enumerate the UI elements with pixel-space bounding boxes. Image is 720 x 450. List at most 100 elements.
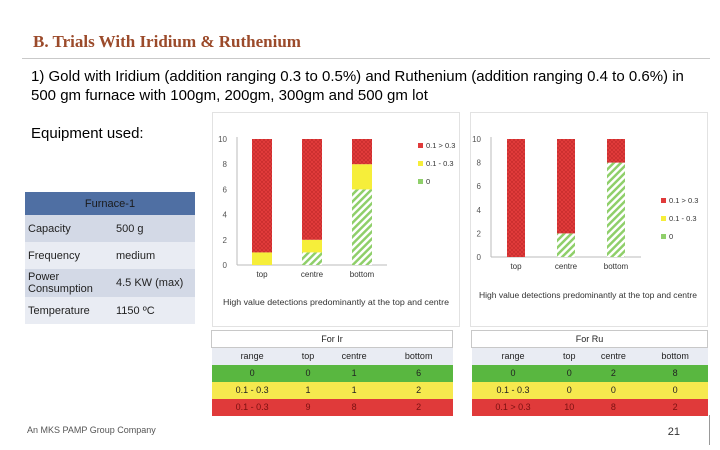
bar-segment — [607, 139, 625, 163]
furnace-key: Power Consumption — [25, 269, 113, 297]
table-row: 0.1 - 0.3 9 8 2 — [211, 398, 453, 416]
table-cell: 0 — [554, 364, 584, 382]
table-cell: 0 — [642, 381, 708, 399]
table-cell: 2 — [384, 398, 453, 416]
y-tick-label: 4 — [477, 206, 482, 215]
furnace-title: Furnace-1 — [25, 192, 195, 215]
bar-segment — [352, 139, 372, 165]
legend-swatch — [418, 179, 423, 184]
furnace-row: Frequency medium — [25, 242, 195, 269]
x-tick-label: bottom — [604, 262, 629, 271]
table-cell: 0.1 - 0.3 — [211, 381, 293, 399]
column-header: top — [292, 347, 324, 365]
column-header: range — [471, 347, 555, 365]
table-caption: For Ru — [471, 330, 708, 348]
legend-swatch — [418, 143, 423, 148]
chart-caption: High value detections predominantly at t… — [479, 291, 698, 300]
y-tick-label: 10 — [218, 135, 227, 144]
table-header-row: range top centre bottom — [471, 347, 708, 365]
furnace-row: Power Consumption 4.5 KW (max) — [25, 269, 195, 297]
furnace-row: Temperature 1150 ºC — [25, 297, 195, 324]
table-cell: 2 — [642, 398, 708, 416]
furnace-value: 1150 ºC — [113, 297, 195, 324]
legend-label: 0 — [426, 177, 430, 186]
furnace-value: 500 g — [113, 215, 195, 242]
column-header: top — [554, 347, 584, 365]
table-cell: 8 — [583, 398, 643, 416]
legend-swatch — [418, 161, 423, 166]
x-tick-label: top — [510, 262, 522, 271]
column-header: range — [211, 347, 293, 365]
bar-segment — [607, 162, 625, 257]
y-tick-label: 10 — [472, 135, 481, 144]
table-cell: 0.1 > 0.3 — [471, 398, 555, 416]
legend-label: 0.1 - 0.3 — [669, 214, 697, 223]
y-tick-label: 0 — [223, 261, 228, 270]
table-cell: 0 — [471, 364, 555, 382]
y-tick-label: 8 — [223, 160, 228, 169]
table-cell: 1 — [292, 381, 324, 399]
furnace-value: 4.5 KW (max) — [113, 269, 195, 297]
footer-company: An MKS PAMP Group Company — [27, 425, 156, 435]
y-tick-label: 6 — [223, 185, 228, 194]
detection-tables: For Ir range top centre bottom 0 0 1 6 0.1 - 0.3 1… — [211, 330, 708, 416]
table-cell: 0 — [583, 381, 643, 399]
table-cell: 0 — [554, 381, 584, 399]
furnace-key: Frequency — [25, 242, 113, 269]
legend-label: 0.1 > 0.3 — [426, 141, 455, 150]
table-cell: 8 — [642, 364, 708, 382]
ir-table: For Ir range top centre bottom 0 0 1 6 0.1 - 0.3 1… — [211, 330, 453, 416]
table-cell: 10 — [554, 398, 584, 416]
bar-segment — [557, 139, 575, 234]
bar-segment — [557, 233, 575, 257]
ru-chart: 0 2 4 6 8 10 top centre bottom 0.1 > 0.3 0.1 - 0.3… — [470, 112, 708, 327]
table-row: 0.1 - 0.3 0 0 0 — [471, 381, 708, 399]
title-divider — [22, 58, 710, 59]
table-cell: 0 — [211, 364, 293, 382]
equipment-label: Equipment used: — [31, 125, 144, 142]
legend-swatch — [661, 198, 666, 203]
bar-segment — [507, 139, 525, 257]
table-cell: 2 — [583, 364, 643, 382]
table-cell: 1 — [323, 381, 385, 399]
x-tick-label: top — [256, 270, 268, 279]
furnace-key: Temperature — [25, 297, 113, 324]
y-tick-label: 6 — [477, 182, 482, 191]
bar-segment — [302, 252, 322, 265]
bar-segment — [352, 189, 372, 265]
x-tick-label: bottom — [350, 270, 375, 279]
y-tick-label: 2 — [223, 236, 228, 245]
legend-label: 0 — [669, 232, 673, 241]
table-cell: 9 — [292, 398, 324, 416]
bar-segment — [352, 164, 372, 190]
table-row: 0.1 - 0.3 1 1 2 — [211, 381, 453, 399]
table-cell: 8 — [323, 398, 385, 416]
ir-chart: 0 2 4 6 8 10 top centre bottom 0.1 > 0.3 0.1 - 0.3… — [212, 112, 460, 327]
y-tick-label: 0 — [477, 253, 482, 262]
furnace-spec-table: Furnace-1 Capacity 500 g Frequency mediu… — [25, 192, 195, 324]
column-header: centre — [323, 347, 385, 365]
intro-text: 1) Gold with Iridium (addition ranging 0… — [31, 68, 684, 104]
table-cell: 1 — [323, 364, 385, 382]
bar-segment — [252, 139, 272, 253]
table-caption-row: For Ir — [211, 330, 453, 348]
ir-chart-svg: 0 2 4 6 8 10 top centre bottom 0.1 > 0.3 0.1 - 0.3… — [218, 135, 455, 307]
column-header: bottom — [642, 347, 708, 365]
footer-divider — [600, 415, 710, 445]
legend-label: 0.1 > 0.3 — [669, 196, 698, 205]
column-header: bottom — [384, 347, 453, 365]
slide-title: B. Trials With Iridium & Ruthenium — [33, 32, 301, 51]
page-number: 21 — [667, 426, 680, 438]
table-caption-row: For Ru — [471, 330, 708, 348]
table-cell: 0.1 - 0.3 — [471, 381, 555, 399]
y-tick-label: 2 — [477, 229, 482, 238]
y-tick-label: 8 — [477, 159, 482, 168]
table-cell: 6 — [384, 364, 453, 382]
legend-label: 0.1 - 0.3 — [426, 159, 454, 168]
chart-caption: High value detections predominantly at t… — [223, 298, 450, 307]
legend-swatch — [661, 234, 666, 239]
column-header: centre — [583, 347, 643, 365]
furnace-key: Capacity — [25, 215, 113, 242]
table-header-row: range top centre bottom — [211, 347, 453, 365]
